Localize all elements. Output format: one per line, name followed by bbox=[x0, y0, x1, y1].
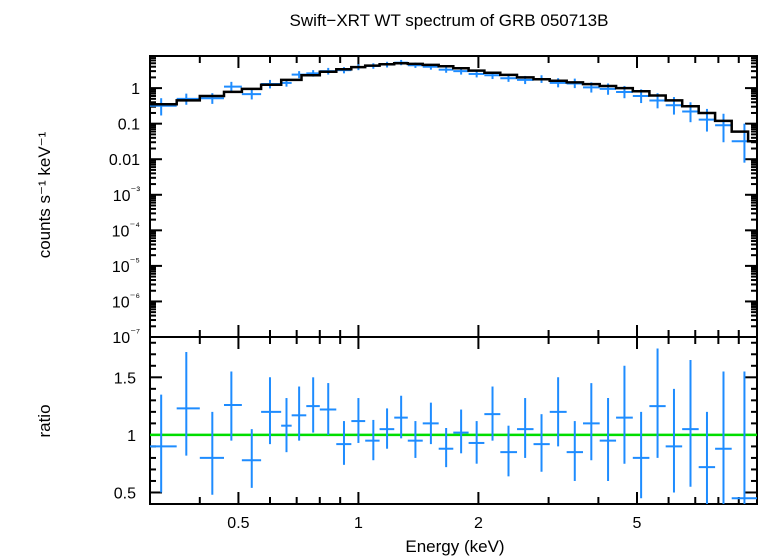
ratio-data-point bbox=[453, 409, 469, 454]
x-tick-label: 5 bbox=[633, 515, 642, 532]
ratio-data-point bbox=[199, 411, 224, 495]
ratio-data-point bbox=[616, 365, 633, 464]
ratio-data-point bbox=[484, 386, 501, 441]
ratio-data-point bbox=[176, 351, 200, 456]
y-tick-label: 10⁻⁴ bbox=[112, 220, 141, 240]
y-tick-label: 0.01 bbox=[109, 152, 140, 169]
x-axis-label: Energy (keV) bbox=[405, 537, 504, 556]
ratio-data-point bbox=[566, 421, 584, 481]
spectrum-data-point bbox=[438, 66, 454, 73]
ratio-data-point bbox=[261, 377, 282, 445]
x-tick-label: 2 bbox=[474, 515, 483, 532]
chart-title: Swift−XRT WT spectrum of GRB 050713B bbox=[290, 11, 609, 30]
ratio-data-point bbox=[306, 377, 320, 433]
top-ylabel: counts s⁻¹ keV⁻¹ bbox=[35, 131, 54, 258]
ratio-data-point bbox=[665, 388, 683, 493]
ratio-data-point bbox=[533, 414, 550, 472]
spectrum-data-point bbox=[150, 98, 177, 116]
x-tick-label: 0.5 bbox=[227, 515, 249, 532]
ratio-data-point bbox=[599, 398, 617, 481]
ratio-data-point bbox=[731, 371, 757, 504]
ratio-data-point bbox=[223, 371, 242, 441]
ratio-data-point bbox=[150, 394, 177, 493]
x-tick-label: 1 bbox=[354, 515, 363, 532]
model-step-line bbox=[150, 62, 757, 143]
y-tick-label: 10⁻³ bbox=[113, 185, 141, 205]
y-tick-label: 10⁻⁵ bbox=[112, 256, 140, 276]
bottom-frame bbox=[149, 336, 758, 505]
y-tick-label: 0.5 bbox=[114, 485, 136, 502]
ratio-data-point bbox=[351, 398, 366, 443]
spectrum-data-point bbox=[241, 89, 262, 100]
ratio-data-point bbox=[407, 421, 423, 458]
bottom-ylabel: ratio bbox=[35, 404, 54, 437]
ratio-data-point bbox=[394, 395, 408, 439]
ratio-data-point bbox=[698, 411, 716, 504]
ratio-data-point bbox=[365, 419, 380, 461]
ratio-data-point bbox=[632, 411, 650, 499]
ratio-data-point bbox=[468, 421, 485, 464]
ratio-data-point bbox=[281, 398, 292, 453]
ratio-data-point bbox=[649, 348, 666, 458]
spectrum-data-point bbox=[223, 81, 242, 92]
y-tick-label: 10⁻⁶ bbox=[112, 291, 140, 311]
spectrum-panel: 1 0.1 0.01 10⁻³ 10⁻⁴ 10⁻⁵ 10⁻⁶ 10⁻⁷ bbox=[109, 55, 758, 349]
ratio-data-point bbox=[549, 377, 567, 447]
spectrum-data-point bbox=[715, 113, 732, 143]
ratio-data-point bbox=[241, 429, 262, 488]
ratio-data-point bbox=[715, 371, 732, 504]
ratio-panel: 0.5 1 2 5 0.5 1 1.5 bbox=[114, 325, 758, 532]
y-tick-label: 1 bbox=[127, 428, 136, 445]
ratio-data-point bbox=[291, 386, 307, 441]
ratio-data-point bbox=[438, 427, 454, 468]
ratio-data-point bbox=[379, 408, 395, 449]
y-tick-label: 1 bbox=[131, 81, 140, 98]
ratio-data-point bbox=[682, 360, 699, 487]
ratio-data-point bbox=[583, 383, 600, 461]
ratio-data-point bbox=[500, 425, 518, 477]
ratio-data-point bbox=[422, 402, 439, 445]
ratio-data-point bbox=[517, 398, 534, 458]
ratio-data-point bbox=[319, 383, 337, 435]
y-tick-label: 10⁻⁷ bbox=[112, 327, 140, 347]
y-tick-label: 1.5 bbox=[114, 370, 136, 387]
y-tick-label: 0.1 bbox=[118, 117, 140, 134]
ratio-data-point bbox=[336, 421, 352, 465]
